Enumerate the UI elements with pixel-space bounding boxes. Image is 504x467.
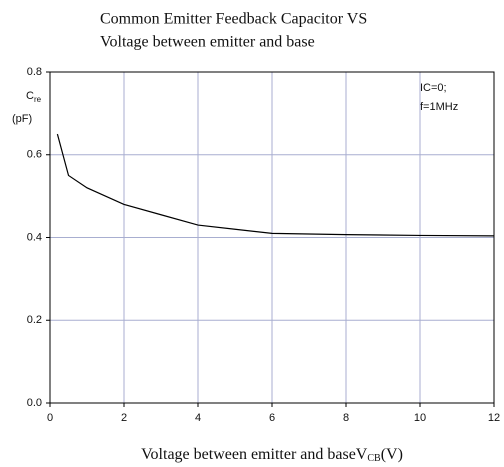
y-tick-label: 0.4 [27,231,42,243]
x-axis-label: Voltage between emitter and baseVCB(V) [141,446,403,465]
y-label-symbol: C [26,90,34,102]
y-label-subscript: re [34,95,42,104]
x-tick-label: 10 [414,412,426,424]
data-line [56,133,495,237]
y-tick-label: 0.8 [27,66,42,78]
x-tick-label: 8 [343,412,349,424]
x-tick-label: 12 [488,412,500,424]
x-tick-label: 6 [269,412,275,424]
annotation: f=1MHz [420,101,458,113]
chart-title: Common Emitter Feedback Capacitor VS [100,11,367,28]
y-axis-label: Cre [26,90,42,104]
plot-frame [49,71,495,404]
x-tick-label: 4 [195,412,201,424]
x-label-subscript: CB [367,453,381,464]
annotation: IC=0; [420,82,447,94]
x-tick-label: 2 [121,412,127,424]
x-label-text: Voltage between emitter and base [141,446,356,463]
x-label-unit: (V) [381,446,403,463]
y-tick-label: 0.0 [27,397,42,409]
x-tick-label: 0 [47,412,53,424]
y-tick-label: 0.2 [27,314,42,326]
y-axis-unit: (pF) [12,113,32,125]
x-label-symbol: V [356,446,368,463]
y-tick-label: 0.6 [27,149,42,161]
chart-title: Voltage between emitter and base [100,34,315,51]
